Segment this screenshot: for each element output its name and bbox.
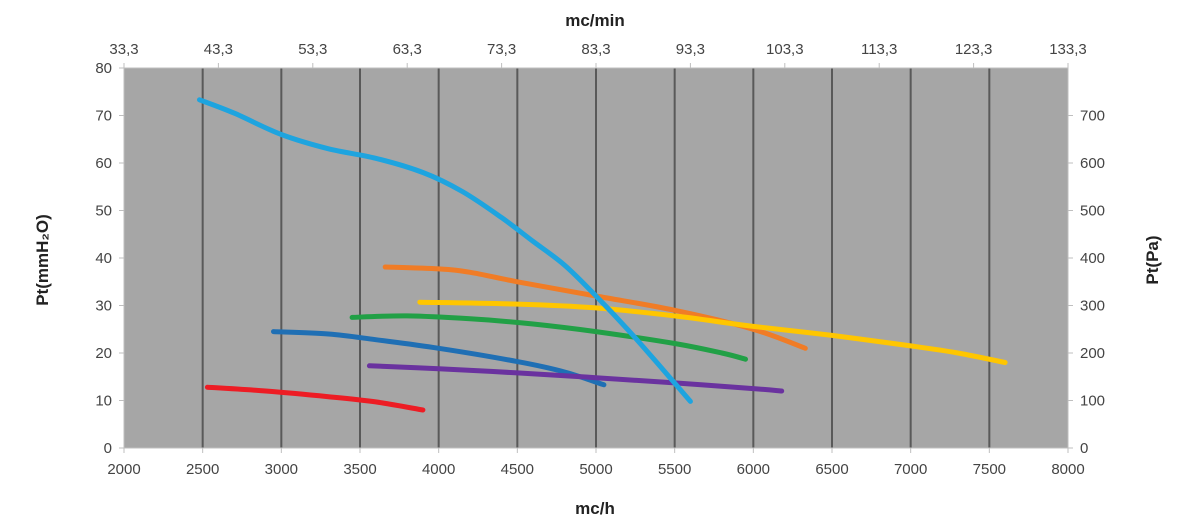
y-tick-label: 70 bbox=[95, 108, 112, 125]
x-tick-label: 5000 bbox=[579, 461, 612, 478]
x2-tick-label: 73,3 bbox=[487, 41, 516, 58]
vertical-gridlines bbox=[201, 68, 991, 448]
x2-tick-label: 123,3 bbox=[955, 41, 993, 58]
x-tick-label: 8000 bbox=[1051, 461, 1084, 478]
x-tick-label: 7500 bbox=[973, 461, 1006, 478]
x-tick-label: 2000 bbox=[107, 461, 140, 478]
y-tick-label: 50 bbox=[95, 203, 112, 220]
y2-axis-title: Pt(Pa) bbox=[1143, 235, 1162, 284]
y2-tick-label: 700 bbox=[1080, 108, 1105, 125]
y2-tick-label: 500 bbox=[1080, 203, 1105, 220]
x2-tick-label: 63,3 bbox=[393, 41, 422, 58]
x2-tick-label: 93,3 bbox=[676, 41, 705, 58]
x-tick-label: 3000 bbox=[265, 461, 298, 478]
y2-tick-label: 400 bbox=[1080, 250, 1105, 267]
y2-tick-label: 100 bbox=[1080, 393, 1105, 410]
x-axis-title: mc/h bbox=[575, 499, 615, 518]
series-line-1 bbox=[204, 384, 426, 413]
y2-tick-label: 300 bbox=[1080, 298, 1105, 315]
y-tick-label: 80 bbox=[95, 60, 112, 77]
series-line-2 bbox=[271, 329, 607, 388]
x2-tick-label: 43,3 bbox=[204, 41, 233, 58]
x-tick-label: 2500 bbox=[186, 461, 219, 478]
y-tick-label: 60 bbox=[95, 155, 112, 172]
x2-tick-label: 113,3 bbox=[861, 41, 897, 58]
y-tick-label: 40 bbox=[95, 250, 112, 267]
y2-tick-label: 0 bbox=[1080, 440, 1088, 457]
x-tick-label: 5500 bbox=[658, 461, 691, 478]
series-lines bbox=[197, 97, 1008, 413]
axes bbox=[119, 63, 1073, 453]
y2-tick-label: 200 bbox=[1080, 345, 1105, 362]
y-tick-label: 0 bbox=[104, 440, 112, 457]
series-line-6 bbox=[417, 299, 1008, 365]
x2-tick-label: 103,3 bbox=[766, 41, 804, 58]
x-tick-label: 4000 bbox=[422, 461, 455, 478]
x2-tick-label: 133,3 bbox=[1049, 41, 1087, 58]
series-line-4 bbox=[349, 313, 748, 362]
x2-tick-label: 33,3 bbox=[109, 41, 138, 58]
series-line-7 bbox=[197, 97, 693, 404]
tick-labels: 2000 2500 3000 3500 4000 4500 5000 5500 6000 6500… bbox=[95, 41, 1105, 478]
x-tick-label: 4500 bbox=[501, 461, 534, 478]
x2-axis-title: mc/min bbox=[565, 11, 625, 30]
x-tick-label: 3500 bbox=[343, 461, 376, 478]
y-tick-label: 20 bbox=[95, 345, 112, 362]
y2-tick-label: 600 bbox=[1080, 155, 1105, 172]
series-line-3 bbox=[366, 363, 785, 394]
x2-tick-label: 83,3 bbox=[581, 41, 610, 58]
y-axis-title: Pt(mmH₂O) bbox=[33, 214, 52, 306]
y-tick-label: 30 bbox=[95, 298, 112, 315]
x2-tick-label: 53,3 bbox=[298, 41, 327, 58]
x-tick-label: 6000 bbox=[737, 461, 770, 478]
x-tick-label: 6500 bbox=[815, 461, 848, 478]
y-tick-label: 10 bbox=[95, 393, 112, 410]
x-tick-label: 7000 bbox=[894, 461, 927, 478]
